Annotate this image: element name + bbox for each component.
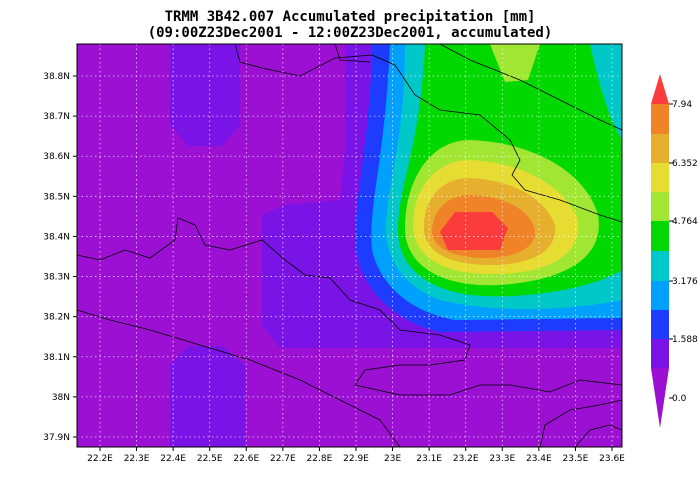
colorbar-label: 7.94 (672, 100, 692, 110)
y-axis: 38.8N 38.7N 38.6N 38.5N 38.4N 38.3N 38.2N 38.1N… (43, 72, 77, 443)
coastline (539, 399, 622, 447)
low-level-region (170, 44, 240, 146)
colorbar-swatch (651, 310, 669, 339)
y-tick-label: 38.2N (43, 313, 70, 323)
x-tick-label: 22.3E (124, 454, 150, 464)
y-tick-label: 38.7N (43, 112, 70, 122)
y-tick-label: 38.1N (43, 353, 70, 363)
colorbar-swatch (651, 192, 669, 221)
colorbar-swatch (651, 163, 669, 192)
plot-frame (76, 43, 623, 448)
colorbar-swatch (651, 221, 669, 251)
x-tick-label: 23.2E (453, 454, 479, 464)
x-tick-label: 22.5E (197, 454, 223, 464)
x-tick-label: 22.8E (307, 454, 333, 464)
title-line-1: TRMM 3B42.007 Accumulated precipitation … (165, 9, 536, 25)
colorbar-swatch (651, 339, 669, 368)
colorbar-swatch (651, 251, 669, 281)
y-tick-label: 37.9N (43, 433, 70, 443)
x-tick-label: 23.4E (526, 454, 552, 464)
coastline (77, 217, 622, 396)
y-tick-label: 38.8N (43, 72, 70, 82)
y-tick-label: 38.3N (43, 273, 70, 283)
x-tick-label: 22.9E (343, 454, 369, 464)
colorbar-label: 0.0 (672, 394, 687, 404)
colorbar-swatch (651, 281, 669, 310)
x-tick-label: 23.1E (416, 454, 442, 464)
y-tick-label: 38.6N (43, 152, 70, 162)
x-tick-label: 23E (384, 454, 401, 464)
coastline (77, 309, 401, 447)
colorbar-label: 4.764 (672, 217, 698, 227)
colorbar: 7.94 6.352 4.764 3.176 1.588 0.0 (651, 74, 698, 428)
colorbar-cap (651, 368, 669, 428)
y-tick-label: 38N (52, 393, 70, 403)
colorbar-label: 3.176 (672, 277, 698, 287)
x-tick-label: 23.3E (489, 454, 515, 464)
x-tick-label: 23.6E (599, 454, 625, 464)
colorbar-cap (651, 74, 669, 104)
coastlines (77, 44, 622, 447)
title-line-2: (09:00Z23Dec2001 - 12:00Z23Dec2001, accu… (148, 25, 553, 41)
precipitation-field (77, 44, 622, 447)
grid (77, 44, 622, 447)
x-axis: 22.2E 22.3E 22.4E 22.5E 22.6E 22.7E 22.8E 22.9E… (87, 447, 625, 464)
x-tick-label: 22.2E (87, 454, 113, 464)
x-tick-label: 23.5E (563, 454, 589, 464)
coastline (234, 44, 622, 223)
colorbar-swatch (651, 134, 669, 163)
x-tick-label: 22.4E (160, 454, 186, 464)
y-tick-label: 38.4N (43, 232, 70, 242)
coastline (439, 44, 622, 131)
x-tick-label: 22.7E (270, 454, 296, 464)
coastline (334, 44, 371, 63)
colorbar-label: 1.588 (672, 335, 698, 345)
coastline (574, 424, 622, 447)
colorbar-swatch (651, 104, 669, 134)
x-tick-label: 22.6E (233, 454, 259, 464)
level-band (440, 212, 508, 250)
colorbar-label: 6.352 (672, 159, 698, 169)
y-tick-label: 38.5N (43, 192, 70, 202)
